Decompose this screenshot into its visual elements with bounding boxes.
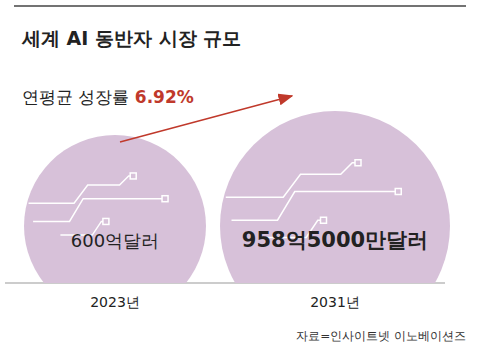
html-text:연평균 성장률 6.92%: 연평균 성장률 6.92% xyxy=(22,87,194,107)
html-text:세계 AI 동반자 시장 규모: 세계 AI 동반자 시장 규모 xyxy=(22,27,242,49)
svg-text:2031년: 2031년 xyxy=(310,294,360,310)
svg-text:600억달러: 600억달러 xyxy=(71,230,159,251)
svg-text:958억5000만달러: 958억5000만달러 xyxy=(242,228,428,252)
svg-text:2023년: 2023년 xyxy=(90,294,140,310)
html-text:자료=인사이트넷 이노베이션즈: 자료=인사이트넷 이노베이션즈 xyxy=(296,329,466,343)
